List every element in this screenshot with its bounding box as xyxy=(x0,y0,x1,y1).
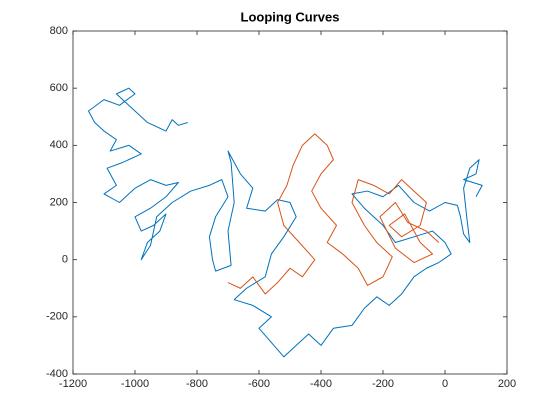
x-tick-label: -1000 xyxy=(121,378,149,390)
y-tick-label: 0 xyxy=(62,254,68,266)
x-tick-label: -1200 xyxy=(59,378,87,390)
x-tick-label: 0 xyxy=(442,378,448,390)
x-tick-label: 200 xyxy=(498,378,516,390)
x-tick-label: -600 xyxy=(248,378,270,390)
curve xyxy=(227,133,440,295)
y-tick-label: -400 xyxy=(46,368,68,380)
y-tick-label: -200 xyxy=(46,311,68,323)
y-tick-label: 200 xyxy=(50,196,68,208)
chart-title: Looping Curves xyxy=(241,9,340,24)
x-tick-label: -400 xyxy=(310,378,332,390)
y-tick-label: 800 xyxy=(50,25,68,37)
y-tick-label: 600 xyxy=(50,82,68,94)
y-tick-label: 400 xyxy=(50,139,68,151)
x-tick-label: -200 xyxy=(372,378,394,390)
x-tick-label: -800 xyxy=(186,378,208,390)
